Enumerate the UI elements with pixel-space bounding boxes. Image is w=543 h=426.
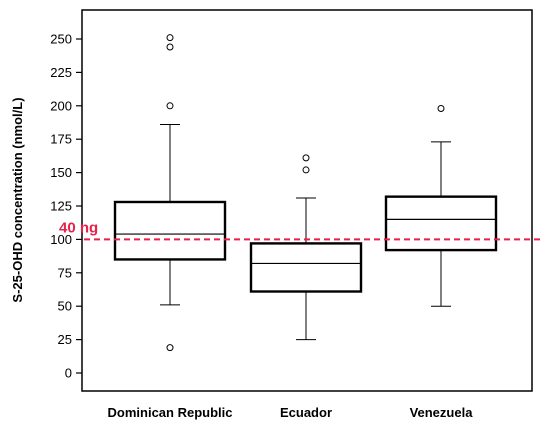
iqr-box [249,242,363,293]
outlier-point [437,104,445,112]
y-axis: 0 25 50 75 100 125 150 175 200 225 250 [50,32,82,381]
y-tick-label: 0 [65,366,72,381]
outlier-point [166,344,174,352]
box-ecuador [249,154,363,341]
y-tick-label: 250 [50,32,72,47]
box-venezuela [384,104,498,307]
y-tick-label: 100 [50,232,72,247]
boxes [113,34,498,352]
x-axis: Dominican Republic Ecuador Venezuela [108,405,474,420]
plot-frame [81,9,533,392]
outlier-point [166,102,174,110]
iqr-box [384,195,498,252]
y-tick-label: 225 [50,65,72,80]
y-tick-label: 150 [50,165,72,180]
y-tick-label: 175 [50,132,72,147]
box-dominican-republic [113,34,227,352]
iqr-box [113,200,227,261]
y-tick-label: 50 [58,299,72,314]
outlier-point [166,34,174,42]
x-category-label: Venezuela [410,405,474,420]
y-axis-title: S-25-OHD concentration (nmol/L) [10,97,25,302]
y-tick-label: 200 [50,98,72,113]
outlier-point [302,154,310,162]
x-category-label: Ecuador [280,405,332,420]
y-tick-label: 75 [58,265,72,280]
reference-line-label: 40 ng [59,219,98,236]
y-tick-label: 25 [58,332,72,347]
outlier-point [302,166,310,174]
outlier-point [166,43,174,51]
y-tick-label: 125 [50,199,72,214]
x-category-label: Dominican Republic [108,405,233,420]
reference-line-group: 40 ng [59,219,541,241]
